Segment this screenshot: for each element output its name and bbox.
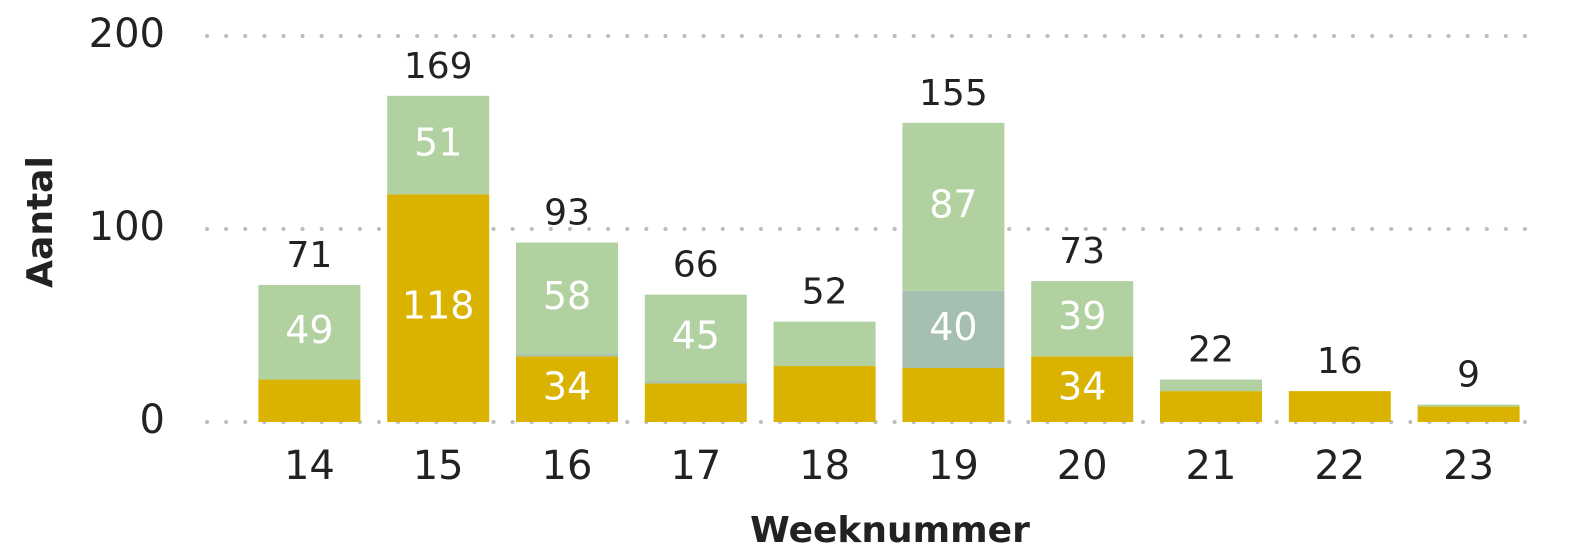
data-label: 87 — [929, 182, 977, 226]
bar-segment — [773, 366, 876, 422]
total-label: 71 — [286, 235, 332, 276]
bar-segment — [1417, 406, 1520, 422]
bar-segment — [644, 294, 747, 382]
bar-segment — [902, 290, 1005, 368]
bar-segment — [387, 194, 490, 422]
x-tick-label: 17 — [670, 443, 721, 489]
total-label: 9 — [1457, 355, 1480, 396]
data-label: 34 — [543, 365, 591, 409]
x-tick-label: 22 — [1314, 443, 1365, 489]
data-label: 34 — [1058, 365, 1106, 409]
x-tick-label: 19 — [928, 443, 979, 489]
y-tick-label: 200 — [89, 11, 165, 57]
y-tick-label: 100 — [89, 204, 165, 250]
bar-segment — [644, 383, 747, 422]
bar-segment — [516, 354, 618, 357]
x-tick-label: 15 — [413, 443, 464, 489]
bar-segment — [1160, 391, 1262, 422]
total-label: 93 — [544, 193, 590, 234]
total-label: 16 — [1317, 341, 1363, 382]
bar-segment — [258, 379, 361, 422]
data-label: 49 — [285, 308, 333, 352]
bar-segment — [516, 356, 618, 422]
total-label: 66 — [673, 245, 719, 286]
data-label: 39 — [1058, 294, 1106, 338]
x-tick-label: 21 — [1186, 443, 1237, 489]
data-label: 40 — [929, 305, 977, 349]
x-tick-label: 18 — [799, 443, 850, 489]
bar-segment — [1417, 404, 1520, 407]
bar-segment — [516, 242, 618, 355]
bar-segment — [773, 321, 876, 367]
bar-segment — [1031, 281, 1134, 357]
data-label: 45 — [672, 314, 720, 358]
total-label: 155 — [919, 73, 988, 114]
bar-segment — [644, 381, 747, 384]
x-tick-label: 20 — [1057, 443, 1108, 489]
bar-segment — [1160, 379, 1262, 392]
bar-segment — [1031, 356, 1134, 422]
x-axis-title: Weeknummer — [750, 510, 1030, 551]
data-label: 118 — [402, 284, 475, 328]
bar-segment — [387, 95, 490, 195]
bar-segment — [902, 367, 1005, 422]
y-tick-label: 0 — [140, 397, 165, 443]
total-label: 73 — [1059, 231, 1105, 272]
x-tick-label: 16 — [542, 443, 593, 489]
data-label: 58 — [543, 274, 591, 318]
x-tick-label: 14 — [284, 443, 335, 489]
total-label: 52 — [802, 272, 848, 313]
bar-segment — [1288, 391, 1391, 422]
y-axis-title: Aantal — [20, 156, 61, 288]
total-label: 22 — [1188, 330, 1234, 371]
data-label: 51 — [414, 121, 462, 165]
bar-segment — [258, 284, 361, 380]
x-tick-label: 23 — [1443, 443, 1494, 489]
bar-segment — [902, 122, 1005, 291]
total-label: 169 — [404, 46, 473, 87]
